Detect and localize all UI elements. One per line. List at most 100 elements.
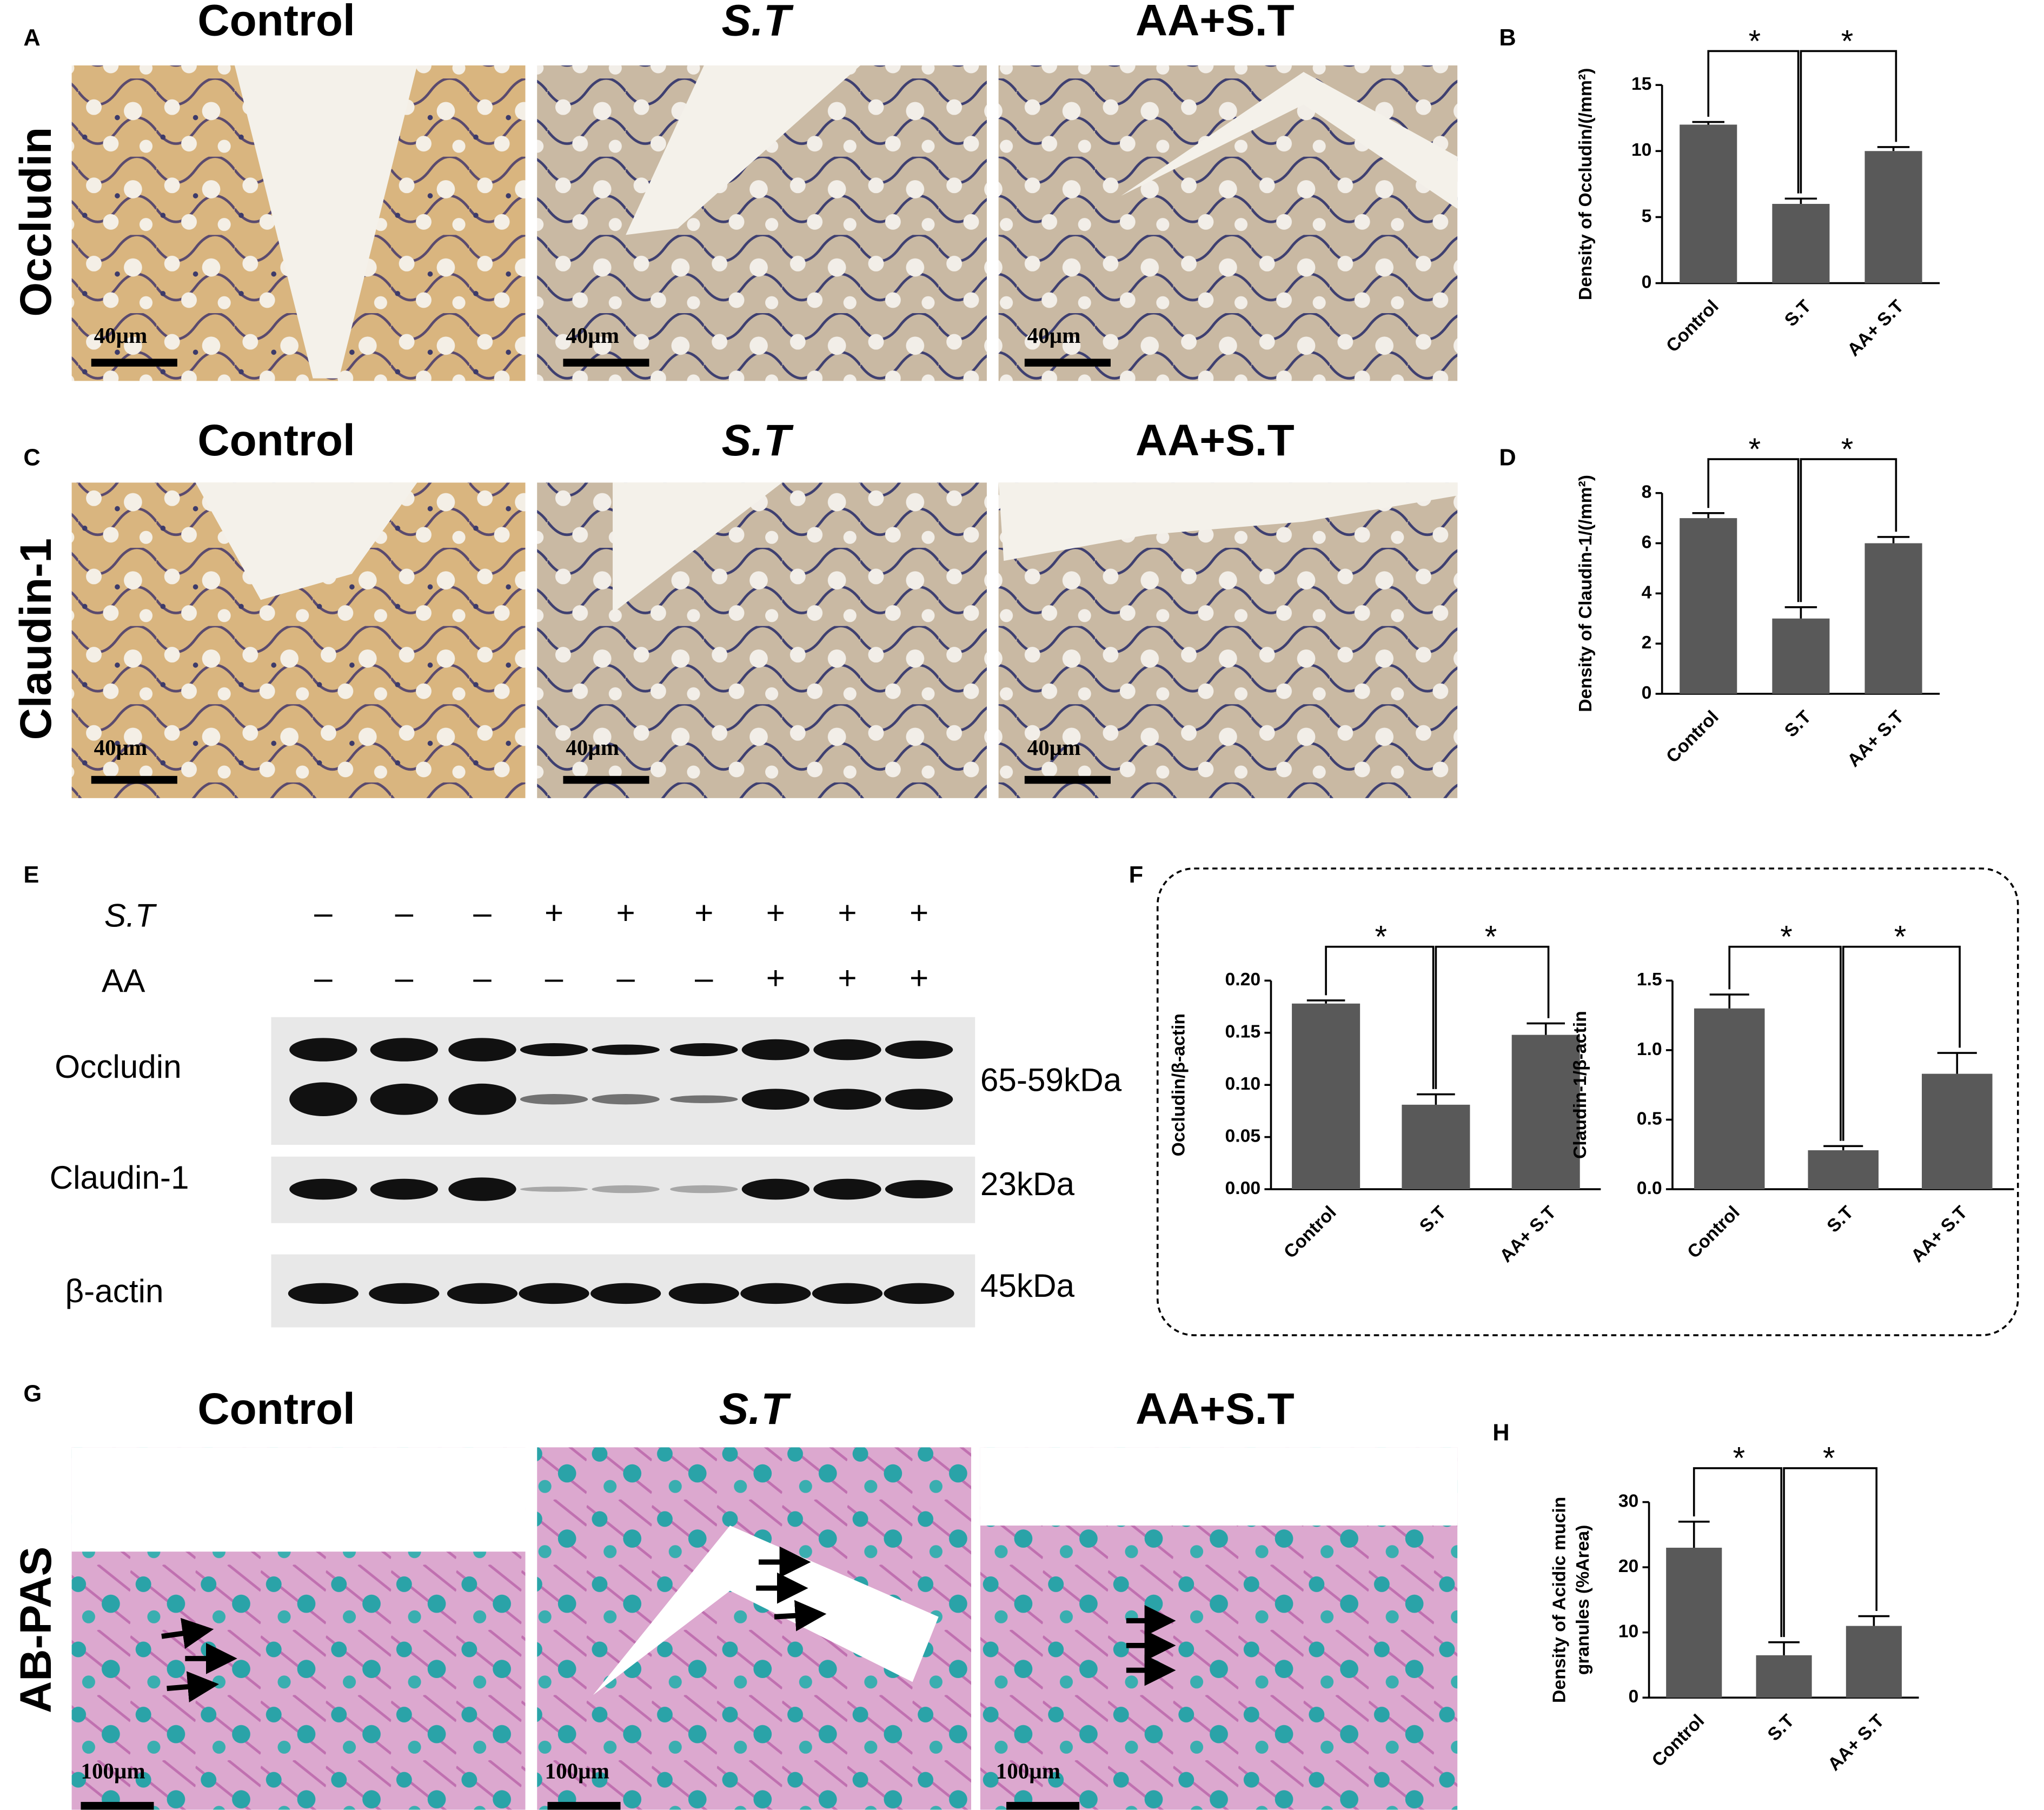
column-label: S.T xyxy=(719,1384,791,1434)
band xyxy=(740,1283,811,1304)
bar xyxy=(1772,204,1830,283)
significance-bracket xyxy=(1800,50,1897,194)
y-tick-label: 4 xyxy=(1642,582,1652,602)
bar xyxy=(1694,1008,1765,1190)
band xyxy=(370,1083,438,1115)
treatment-sign: + xyxy=(838,894,857,931)
panel-letter: D xyxy=(1499,445,1516,471)
significance-bracket xyxy=(1842,945,1961,1141)
bar xyxy=(1864,543,1922,694)
scale-bar-label: 40µm xyxy=(94,323,148,348)
band-label: Claudin-1 xyxy=(50,1159,189,1196)
band xyxy=(520,1094,588,1105)
micrograph xyxy=(537,482,987,798)
bar xyxy=(1511,1035,1580,1190)
error-bar xyxy=(1678,1520,1710,1548)
y-tick-label: 0 xyxy=(1628,1686,1638,1707)
panel-letter: F xyxy=(1129,862,1144,888)
y-tick-label: 8 xyxy=(1642,482,1652,502)
band xyxy=(668,1283,739,1304)
bar xyxy=(1292,1003,1361,1190)
band xyxy=(592,1185,660,1194)
band xyxy=(741,1039,810,1060)
y-tick-label: 0.20 xyxy=(1225,969,1260,990)
y-tick-label: 0.0 xyxy=(1637,1178,1662,1198)
panel-letter: E xyxy=(23,862,39,888)
band xyxy=(670,1185,738,1194)
band xyxy=(813,1178,881,1200)
row-label: Claudin-1 xyxy=(11,538,61,740)
bar xyxy=(1772,618,1830,694)
bar xyxy=(1808,1150,1879,1190)
significance-label: * xyxy=(1749,432,1761,467)
band xyxy=(884,1283,954,1304)
column-label: Control xyxy=(197,0,355,45)
lumen xyxy=(1121,72,1458,209)
y-tick-label: 5 xyxy=(1642,205,1652,226)
band xyxy=(670,1095,738,1103)
band-size: 65-59kDa xyxy=(980,1061,1122,1098)
error-bar xyxy=(1784,197,1817,204)
band-size: 23kDa xyxy=(980,1165,1075,1202)
band xyxy=(592,1094,660,1105)
bar xyxy=(1922,1073,1993,1190)
band xyxy=(448,1038,516,1062)
row-label: Occludin xyxy=(11,127,61,317)
y-tick-label: 0.5 xyxy=(1637,1108,1662,1129)
error-bar xyxy=(1692,512,1724,519)
band xyxy=(289,1038,357,1062)
band xyxy=(812,1283,883,1304)
treatment-sign: – xyxy=(395,959,414,996)
x-tick-label: Control xyxy=(1648,1710,1708,1771)
scale-bar-label: 40µm xyxy=(566,323,619,348)
error-bar xyxy=(1306,999,1345,1004)
significance-bracket xyxy=(1693,1467,1783,1637)
lumen xyxy=(980,1447,1458,1526)
y-tick-label: 1.0 xyxy=(1637,1039,1662,1059)
significance-label: * xyxy=(1733,1441,1746,1476)
scale-bar-label: 100µm xyxy=(996,1758,1060,1783)
band xyxy=(289,1178,357,1200)
column-label: AA+S.T xyxy=(1136,0,1295,45)
lumen xyxy=(71,1447,526,1552)
scale-bar-label: 40µm xyxy=(566,735,619,760)
panel-letter: B xyxy=(1499,25,1516,51)
error-bar xyxy=(1877,536,1910,543)
scale-bar-label: 40µm xyxy=(94,735,148,760)
micrographs xyxy=(71,65,1458,1810)
error-bar xyxy=(1937,1052,1977,1074)
y-tick-label: 0 xyxy=(1642,272,1652,293)
error-bar xyxy=(1709,993,1749,1009)
treatment-sign: + xyxy=(616,894,635,931)
band xyxy=(813,1039,881,1060)
y-axis-label: granules (%Area) xyxy=(1572,1525,1593,1675)
band xyxy=(670,1043,738,1057)
treatment-sign: + xyxy=(910,959,928,996)
x-tick-label: S.T xyxy=(1781,706,1815,741)
band xyxy=(370,1178,438,1200)
significance-label: * xyxy=(1780,919,1793,954)
column-label: S.T xyxy=(721,0,793,45)
x-tick-label: AA+ S.T xyxy=(1907,1202,1972,1266)
significance-label: * xyxy=(1823,1441,1835,1476)
band xyxy=(885,1040,953,1059)
band xyxy=(520,1186,588,1192)
y-tick-label: 10 xyxy=(1618,1621,1639,1642)
y-tick-label: 0 xyxy=(1642,682,1652,703)
band xyxy=(369,1283,440,1304)
band xyxy=(448,1083,516,1115)
x-tick-label: Control xyxy=(1280,1202,1340,1263)
x-tick-label: AA+ S.T xyxy=(1843,706,1908,771)
error-bar xyxy=(1527,1022,1565,1035)
error-bar xyxy=(1692,121,1724,125)
x-tick-label: AA+ S.T xyxy=(1843,296,1908,360)
x-tick-label: S.T xyxy=(1823,1202,1857,1236)
significance-bracket xyxy=(1325,945,1435,1089)
panel-frame xyxy=(1156,867,2019,1336)
significance-bracket xyxy=(1783,1467,1878,1637)
treatment-sign: + xyxy=(910,894,928,931)
significance-label: * xyxy=(1485,919,1497,954)
y-axis-label: Occludin/β-actin xyxy=(1169,1013,1189,1156)
x-tick-label: Control xyxy=(1662,296,1723,356)
